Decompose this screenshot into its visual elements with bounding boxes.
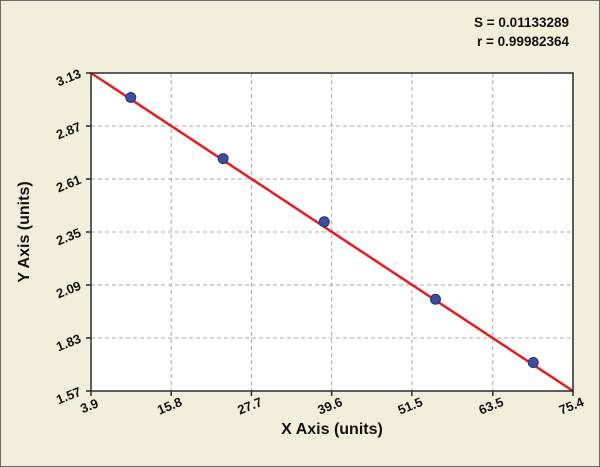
stats-annotation: S = 0.01133289 r = 0.99982364 [474,13,569,51]
stat-r-value: r = 0.99982364 [477,34,569,49]
stat-s-value: S = 0.01133289 [474,15,569,30]
x-tick-label: 27.7 [235,394,264,417]
y-tick-label: 2.87 [54,119,83,142]
data-point [217,153,229,165]
x-tick-label: 3.9 [78,395,100,416]
data-point [125,91,137,103]
x-tick-label: 39.6 [315,394,344,417]
data-point [527,356,539,368]
x-axis-label: X Axis (units) [281,421,383,438]
y-tick-label: 2.35 [54,225,83,248]
x-tick-label: 15.8 [155,394,184,417]
y-tick-label: 2.61 [54,172,83,195]
x-tick-label: 75.4 [557,394,587,418]
regression-line [90,71,574,393]
y-tick-label: 3.13 [54,66,83,89]
data-point [429,293,441,305]
y-tick-label: 2.09 [54,278,83,301]
y-tick-label: 1.83 [54,331,83,354]
x-tick-label: 51.5 [396,394,425,417]
data-point [318,216,330,228]
y-axis-label: Y Axis (units) [16,181,33,283]
x-tick-label: 63.5 [477,394,506,417]
